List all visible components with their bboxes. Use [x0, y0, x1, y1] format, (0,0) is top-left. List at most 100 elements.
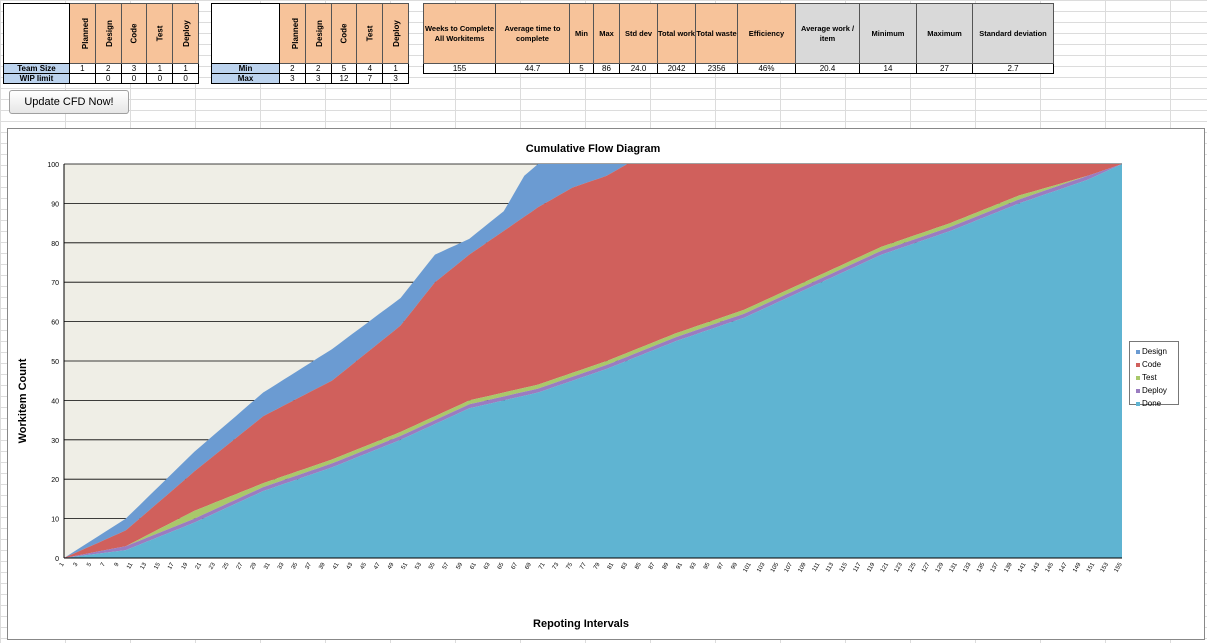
x-tick-label: 71: [538, 561, 547, 570]
x-tick-label: 81: [607, 561, 616, 570]
x-tick-label: 95: [703, 561, 712, 570]
x-tick-label: 35: [291, 561, 300, 570]
x-tick-label: 133: [962, 561, 973, 573]
header-maximum: Maximum: [916, 3, 973, 64]
x-tick-label: 69: [524, 561, 533, 570]
x-tick-label: 129: [935, 561, 946, 573]
x-tick-label: 25: [222, 561, 231, 570]
x-tick-label: 79: [593, 561, 602, 570]
x-tick-label: 7: [100, 561, 107, 567]
stats-table: Weeks to Complete All Workitems Average …: [423, 3, 1054, 74]
x-tick-label: 149: [1072, 561, 1083, 573]
legend-item-design: Design: [1136, 345, 1178, 358]
x-tick-label: 83: [621, 561, 630, 570]
max-cell[interactable]: 7: [356, 73, 384, 84]
wip-limit-cell[interactable]: [69, 73, 96, 84]
min-cell[interactable]: 2: [279, 63, 306, 74]
x-tick-label: 85: [634, 561, 643, 570]
legend-label: Deploy: [1142, 386, 1167, 395]
x-tick-label: 19: [181, 561, 190, 570]
team-table: Planned Design Code Test Deploy Team Siz…: [3, 3, 199, 84]
legend-item-deploy: Deploy: [1136, 384, 1178, 397]
min-cell[interactable]: 5: [330, 63, 358, 74]
team-size-cell[interactable]: 1: [69, 63, 96, 74]
x-tick-label: 113: [825, 561, 835, 573]
team-size-cell[interactable]: 1: [172, 63, 199, 74]
header-design: Design: [304, 3, 332, 64]
header-planned: Planned: [279, 3, 306, 64]
update-cfd-button[interactable]: Update CFD Now!: [9, 90, 129, 114]
x-tick-label: 103: [756, 561, 767, 573]
header-test: Test: [356, 3, 384, 64]
legend-item-done: Done: [1136, 397, 1178, 410]
wip-limit-cell[interactable]: 0: [94, 73, 122, 84]
max-cell[interactable]: 3: [304, 73, 332, 84]
x-tick-label: 45: [359, 561, 368, 570]
x-tick-label: 39: [318, 561, 327, 570]
x-tick-label: 115: [839, 561, 849, 573]
x-tick-label: 97: [717, 561, 726, 570]
legend-swatch: [1136, 349, 1140, 354]
header-code: Code: [120, 3, 148, 64]
x-tick-label: 21: [195, 561, 204, 570]
x-tick-label: 91: [676, 561, 685, 570]
stat-maximum-value: 27: [916, 63, 973, 74]
max-cell[interactable]: 3: [382, 73, 409, 84]
y-axis-label: Workitem Count: [17, 358, 29, 443]
x-tick-label: 135: [976, 561, 987, 573]
x-tick-label: 151: [1086, 561, 1097, 573]
x-tick-label: 153: [1100, 561, 1111, 573]
x-tick-label: 1: [59, 561, 66, 567]
min-cell[interactable]: 2: [304, 63, 332, 74]
wip-limit-cell[interactable]: 0: [146, 73, 174, 84]
max-cell[interactable]: 3: [279, 73, 306, 84]
y-tick-label: 80: [51, 241, 59, 248]
team-size-cell[interactable]: 1: [146, 63, 174, 74]
x-tick-label: 41: [332, 561, 341, 570]
stat-std-dev-value: 24.0: [619, 63, 658, 74]
stat-average-work-value: 20.4: [795, 63, 860, 74]
x-tick-label: 125: [907, 561, 918, 573]
x-tick-label: 99: [730, 561, 739, 570]
x-tick-label: 33: [277, 561, 286, 570]
y-tick-label: 10: [51, 517, 59, 524]
x-tick-label: 9: [114, 561, 121, 567]
x-tick-label: 5: [86, 561, 93, 567]
min-cell[interactable]: 4: [356, 63, 384, 74]
x-tick-label: 101: [743, 561, 754, 573]
max-cell[interactable]: 12: [330, 73, 358, 84]
y-tick-label: 20: [51, 477, 59, 484]
header-deploy: Deploy: [382, 3, 409, 64]
header-max: Max: [593, 3, 620, 64]
range-table: Planned Design Code Test Deploy Min 2 2 …: [211, 3, 409, 84]
wip-limit-cell[interactable]: 0: [172, 73, 199, 84]
x-tick-label: 147: [1059, 561, 1070, 573]
x-tick-label: 59: [456, 561, 465, 570]
legend-label: Test: [1142, 373, 1157, 382]
team-size-cell[interactable]: 3: [120, 63, 148, 74]
wip-limit-cell[interactable]: 0: [120, 73, 148, 84]
cumulative-flow-chart[interactable]: 0 10 20 30 40 50 60 70 80 90 100 1 3 5 7 9 11 13 15 17 19 21 2…: [7, 128, 1205, 640]
y-tick-label: 60: [51, 320, 59, 327]
team-size-cell[interactable]: 2: [94, 63, 122, 74]
header-average-time: Average time to complete: [495, 3, 570, 64]
x-tick-label: 111: [812, 561, 822, 572]
legend-item-code: Code: [1136, 358, 1178, 371]
row-label-team-size: Team Size: [3, 63, 70, 74]
x-tick-label: 131: [949, 561, 960, 573]
x-tick-label: 13: [140, 561, 149, 570]
min-cell[interactable]: 1: [382, 63, 409, 74]
x-tick-label: 141: [1017, 561, 1028, 573]
x-tick-label: 37: [305, 561, 314, 570]
x-tick-label: 61: [469, 561, 478, 570]
header-design: Design: [94, 3, 122, 64]
header-minimum: Minimum: [859, 3, 917, 64]
header-weeks-to-complete: Weeks to Complete All Workitems: [423, 3, 496, 64]
x-tick-label: 27: [236, 561, 245, 570]
legend-swatch: [1136, 401, 1140, 406]
x-tick-label: 105: [770, 561, 781, 573]
x-tick-label: 17: [167, 561, 176, 570]
chart-title: Cumulative Flow Diagram: [526, 143, 661, 155]
stat-weeks-value: 155: [423, 63, 496, 74]
corner-cell: [3, 3, 70, 64]
